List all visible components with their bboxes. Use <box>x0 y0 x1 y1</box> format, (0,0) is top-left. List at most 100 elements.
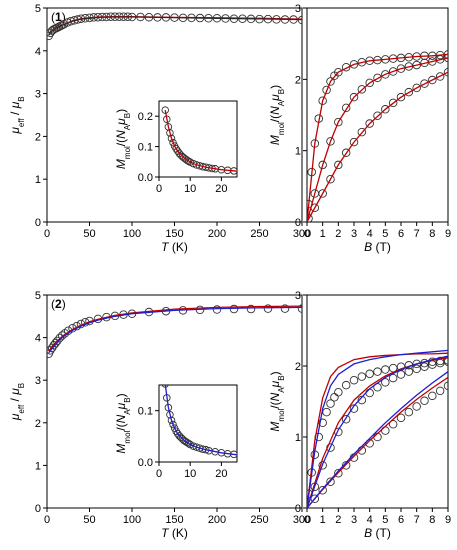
x-tick-label: 9 <box>445 514 451 526</box>
data-point <box>428 391 437 401</box>
y-tick-label: 3 <box>35 89 41 101</box>
plot-frame <box>306 294 449 509</box>
data-point <box>381 378 390 387</box>
fit-curve <box>48 305 302 352</box>
y-axis-label: Mmol/(NAμB) <box>114 393 132 453</box>
y-tick-label: 0 <box>35 503 41 515</box>
x-tick-label: 7 <box>414 228 420 240</box>
data-point <box>334 117 343 127</box>
x-tick-label: 150 <box>165 514 183 526</box>
x-tick-label: 300 <box>293 514 311 526</box>
data-point <box>330 392 339 402</box>
panel-label: (2) <box>51 297 66 311</box>
data-point <box>318 418 327 428</box>
data-point <box>326 174 335 184</box>
data-point <box>349 137 359 147</box>
x-tick-label: 4 <box>367 228 373 240</box>
x-tick-label: 7 <box>414 514 420 526</box>
plot-frame <box>158 100 238 178</box>
y-tick-label: 0 <box>295 217 301 229</box>
data-point <box>341 62 351 72</box>
x-tick-label: 0 <box>44 514 50 526</box>
fit-curve <box>48 16 302 36</box>
x-tick-label: 150 <box>165 228 183 240</box>
y-axis-label: Mmol/(NAμB) <box>114 109 132 169</box>
y-axis-label: Mmol/(NAμB) <box>268 85 286 145</box>
x-tick-label: 200 <box>208 228 226 240</box>
data-point <box>381 105 390 114</box>
data-point <box>365 439 374 448</box>
data-point <box>388 419 398 429</box>
fit-curve <box>164 109 237 172</box>
data-point <box>388 67 398 76</box>
x-tick-label: 3 <box>351 228 357 240</box>
data-point <box>357 372 367 381</box>
data-point <box>310 494 320 504</box>
fit-curve <box>307 355 448 508</box>
fit-curve <box>164 385 237 456</box>
fit-curve <box>48 306 302 354</box>
y-tick-label: 0.1 <box>138 406 153 418</box>
data-point <box>318 160 327 170</box>
x-tick-label: 1 <box>320 228 326 240</box>
data-point <box>373 111 382 120</box>
x-tick-label: 2 <box>335 228 341 240</box>
data-point <box>412 60 421 70</box>
data-point <box>229 304 239 314</box>
plot-area <box>47 12 302 41</box>
data-point <box>341 103 351 113</box>
fit-curve <box>307 53 448 222</box>
y-tick-label: 5 <box>35 290 41 302</box>
data-point <box>435 72 445 81</box>
plot-area <box>307 349 448 508</box>
data-point <box>420 79 429 88</box>
data-point <box>55 333 65 343</box>
x-tick-label: 2 <box>335 514 341 526</box>
data-point <box>396 413 406 423</box>
data-point <box>326 137 335 146</box>
fit-curve <box>307 71 448 222</box>
x-tick-label: 6 <box>398 228 404 240</box>
data-point <box>166 129 174 137</box>
x-tick-label: 8 <box>429 228 435 240</box>
x-tick-label: 20 <box>215 468 227 480</box>
y-tick-label: 2 <box>295 361 301 373</box>
data-point <box>326 477 335 486</box>
data-point <box>435 386 445 396</box>
y-tick-label: 1 <box>295 146 301 158</box>
data-point <box>420 396 429 406</box>
x-tick-label: 0 <box>156 468 162 480</box>
y-axis-label: Mmol/(NAμB) <box>268 371 286 431</box>
data-point <box>388 373 398 383</box>
x-axis-label: B (T) <box>364 240 391 254</box>
x-tick-label: 10 <box>184 183 196 195</box>
x-tick-label: 0 <box>304 514 310 526</box>
data-point <box>349 404 359 413</box>
data-point <box>349 375 359 385</box>
chart-i1: 0 10 20 0.0 0.1 0.2 Mmol/(NAμB) <box>114 100 238 195</box>
x-tick-label: 50 <box>83 514 95 526</box>
fit-curve <box>307 57 448 222</box>
data-point <box>357 85 367 94</box>
data-point <box>334 67 343 77</box>
data-point <box>280 304 290 313</box>
x-tick-label: 9 <box>445 228 451 240</box>
fit-curve <box>307 376 448 508</box>
data-point <box>443 67 448 77</box>
y-tick-label: 3 <box>295 290 301 302</box>
data-point <box>404 367 414 376</box>
data-point <box>169 420 177 429</box>
plot-area <box>47 304 302 359</box>
data-point <box>396 64 406 73</box>
x-tick-label: 5 <box>382 228 388 240</box>
data-point <box>51 338 60 348</box>
data-point <box>381 70 390 79</box>
data-point <box>58 20 67 30</box>
data-point <box>443 381 448 391</box>
fit-curve <box>307 352 448 508</box>
data-point <box>412 83 421 93</box>
x-axis-label: T (K) <box>161 526 188 540</box>
